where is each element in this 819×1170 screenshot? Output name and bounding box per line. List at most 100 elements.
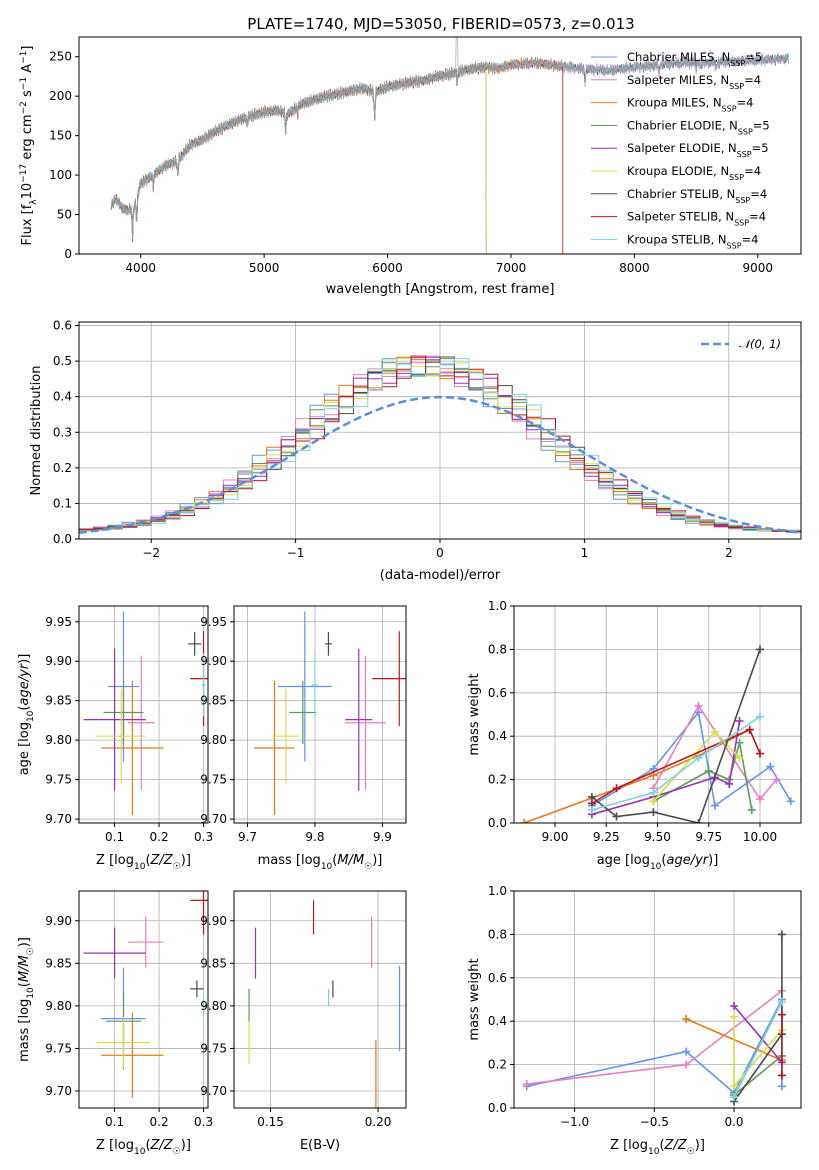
y-tick-label: 9.85 (45, 694, 72, 708)
axes-frame (513, 605, 802, 824)
x-tick-label: −0.5 (640, 1115, 669, 1129)
axes-frame (78, 890, 209, 1109)
mass-weight-marker (520, 819, 529, 823)
y-tick-label: 0 (64, 247, 72, 261)
x-tick-label: −2 (142, 546, 160, 560)
x-axis-label: wavelength [Angstrom, rest frame] (326, 282, 555, 297)
y-axis-label: Flux [fλ10−17 erg cm−2 s−1 A−1] (19, 46, 39, 246)
y-axis-label: mass weight (467, 673, 482, 755)
mass-weight-marker (587, 805, 596, 814)
legend-label: Salpeter MILES, NSSP=4 (627, 73, 761, 91)
x-tick-label: 7000 (496, 261, 527, 275)
axes-frame (233, 605, 407, 824)
y-tick-label: 9.75 (200, 1041, 227, 1055)
y-tick-label: 9.85 (200, 694, 227, 708)
x-axis-label: Z [log10(Z/Z☉)] (96, 1138, 191, 1157)
y-tick-label: 200 (49, 89, 72, 103)
y-tick-label: 9.95 (200, 615, 227, 629)
mass-weight-marker (649, 797, 658, 806)
legend-label: 𝒩(0, 1) (739, 337, 781, 351)
y-tick-label: 9.90 (200, 914, 227, 928)
y-tick-label: 9.80 (45, 999, 72, 1013)
y-tick-label: 0.5 (53, 354, 72, 368)
y-tick-label: 9.90 (45, 914, 72, 928)
mass-weight-marker (649, 788, 658, 797)
y-tick-label: 0.6 (488, 686, 507, 700)
plot-background (234, 606, 406, 823)
axes-frame (233, 890, 407, 1109)
x-tick-label: 9.00 (542, 830, 569, 844)
mass-weight-marker (756, 795, 764, 804)
mass-weight-marker (766, 762, 775, 771)
plot-area (79, 355, 801, 535)
y-tick-label: 0.4 (53, 390, 72, 404)
x-tick-label: 5000 (249, 261, 280, 275)
y-tick-label: 0.1 (53, 496, 72, 510)
y-tick-label: 0.8 (488, 642, 507, 656)
mass-weight-marker (730, 1082, 739, 1091)
mass-vs-reddening-panel: 0.15 0.20 9.70 9.75 9.80 9.85 9.90 E(B-V) (200, 890, 407, 1153)
x-axis-label: E(B-V) (300, 1138, 340, 1153)
x-tick-label: 0.1 (105, 1115, 124, 1129)
mass-weight-series-line (733, 1005, 783, 1063)
mass-weight-marker (522, 1080, 531, 1089)
mass-weight-series-line (591, 710, 792, 807)
mass-weight-series-line (652, 704, 778, 801)
mass-weight-marker (725, 779, 734, 788)
y-tick-label: 0.4 (488, 729, 507, 743)
mass-weight-marker (772, 775, 781, 784)
observed-spectrum-line (110, 37, 789, 239)
mass-weight-marker (730, 1093, 739, 1102)
y-tick-label: 0.2 (488, 1058, 507, 1072)
x-tick-label: 0.2 (150, 1115, 169, 1129)
mass-weight-marker (704, 766, 713, 775)
x-tick-label: 0.1 (105, 830, 124, 844)
y-tick-label: 0.0 (488, 816, 507, 830)
x-tick-label: 2 (725, 546, 733, 560)
mass-weight-marker (777, 1071, 786, 1080)
x-axis-label: (data-model)/error (380, 568, 501, 583)
x-tick-label: 0.0 (724, 1115, 743, 1129)
mass-weight-marker (682, 1047, 691, 1056)
mass-weight-marker (777, 1010, 786, 1019)
legend-label: Salpeter STELIB, NSSP=4 (627, 210, 766, 228)
plot-background (79, 606, 208, 823)
mass-weight-marker (735, 738, 744, 747)
x-tick-label: 9.75 (695, 830, 722, 844)
plot-area (520, 645, 795, 823)
x-tick-label: −1 (287, 546, 305, 560)
mass-weight-marker (682, 1060, 691, 1069)
mass-weight-marker (694, 819, 703, 823)
x-axis-label: mass [log10(M/M☉)] (258, 853, 383, 872)
plot-area (254, 611, 406, 816)
y-tick-label: 0.2 (488, 773, 507, 787)
axes-frame (78, 605, 209, 824)
mass-weight-marker (777, 1082, 786, 1091)
spectrum-panel: 4000 5000 6000 7000 8000 9000 0 50 100 150 200 250 w… (19, 36, 802, 297)
y-tick-label: 150 (49, 129, 72, 143)
mass-weight-marker (694, 701, 703, 710)
legend-label: Kroupa STELIB, NSSP=4 (627, 232, 758, 250)
plot-area (83, 891, 208, 1098)
x-tick-label: 0.20 (365, 1115, 392, 1129)
y-tick-label: 0.8 (488, 927, 507, 941)
y-tick-label: 9.80 (45, 733, 72, 747)
mass-weight-marker (786, 797, 795, 806)
mass-weight-marker (682, 1015, 691, 1024)
y-tick-label: 9.70 (45, 1084, 72, 1098)
mass-weight-marker (756, 712, 764, 721)
legend-label: Kroupa MILES, NSSP=4 (627, 96, 753, 114)
mass-weight-marker (612, 784, 621, 793)
x-axis-label: Z [log10(Z/Z☉)] (96, 853, 191, 872)
plot-area (248, 900, 401, 1108)
x-axis-label: age [log10(age/yr)] (597, 853, 719, 872)
y-tick-label: 0.3 (53, 425, 72, 439)
mass-weight-marker (730, 1002, 739, 1011)
y-tick-label: 0.0 (488, 1101, 507, 1115)
normal-reference-curve (79, 395, 801, 535)
plot-background (514, 891, 801, 1108)
mass-weight-marker (756, 645, 764, 654)
mass-weight-marker (745, 725, 754, 734)
y-tick-label: 9.70 (200, 1084, 227, 1098)
age-vs-mass-panel: 9.7 9.8 9.9 9.70 9.75 9.80 9.85 9.90 9.95 mass [l… (200, 605, 407, 872)
